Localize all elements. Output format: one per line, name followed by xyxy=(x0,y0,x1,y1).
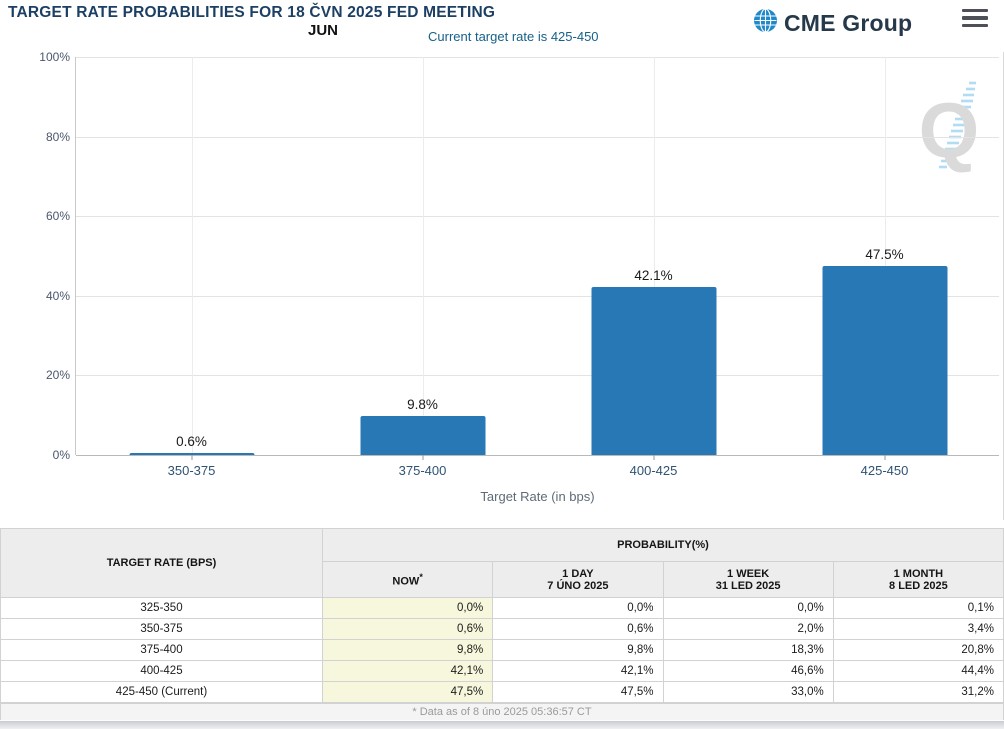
table-row: 425-450 (Current) 47,5% 47,5% 33,0% 31,2… xyxy=(0,681,1004,703)
now-cell: 42,1% xyxy=(321,660,494,682)
month-cell: 3,4% xyxy=(832,618,1004,640)
x-tick-mark xyxy=(884,455,885,460)
col-header-1month: 1 MONTH 8 LED 2025 xyxy=(832,561,1004,598)
now-cell: 9,8% xyxy=(321,639,494,661)
y-tick-label: 0% xyxy=(52,448,70,462)
col-header-probability: PROBABILITY(%) xyxy=(322,528,1004,562)
table-row: 400-425 42,1% 42,1% 46,6% 44,4% xyxy=(0,660,1004,682)
col-header-1week: 1 WEEK 31 LED 2025 xyxy=(662,561,834,598)
bar-value-label: 0.6% xyxy=(176,433,207,449)
rate-cell: 425-450 (Current) xyxy=(0,681,323,703)
vertical-gridline xyxy=(884,57,886,455)
bottom-scrollbar-strip[interactable] xyxy=(0,720,1004,729)
data-footnote: * Data as of 8 úno 2025 05:36:57 CT xyxy=(0,701,1004,722)
header: TARGET RATE PROBABILITIES FOR 18 ČVN 202… xyxy=(0,0,1004,52)
probability-chart: Probability Target Rate (in bps) xyxy=(0,50,1004,520)
rate-cell: 400-425 xyxy=(0,660,323,682)
col-header-now: NOW* xyxy=(321,561,494,598)
quikstrike-watermark: Q xyxy=(911,75,991,180)
probability-bar-400-425[interactable] xyxy=(591,287,716,455)
week-cell: 18,3% xyxy=(662,639,834,661)
vertical-gridline xyxy=(653,57,655,455)
week-cell: 0,0% xyxy=(662,597,834,619)
y-tick-label: 40% xyxy=(45,288,70,303)
rate-cell: 325-350 xyxy=(0,597,323,619)
week-cell: 2,0% xyxy=(662,618,834,640)
now-cell: 0,6% xyxy=(321,618,494,640)
x-axis-title: Target Rate (in bps) xyxy=(480,489,595,504)
col-header-target-rate: TARGET RATE (BPS) xyxy=(0,528,323,598)
x-tick-mark xyxy=(191,455,192,460)
day-cell: 47,5% xyxy=(492,681,664,703)
x-axis-line xyxy=(76,455,999,456)
day-cell: 0,0% xyxy=(492,597,664,619)
day-cell: 42,1% xyxy=(492,660,664,682)
page-title: TARGET RATE PROBABILITIES FOR 18 ČVN 202… xyxy=(8,4,496,21)
plot-area: Target Rate (in bps) Q xyxy=(39,50,999,504)
gridline xyxy=(76,216,999,218)
svg-text:Q: Q xyxy=(919,86,980,174)
y-tick-label: 60% xyxy=(45,209,70,224)
rate-cell: 350-375 xyxy=(0,618,323,640)
gridline xyxy=(76,57,999,58)
gridline xyxy=(76,136,999,138)
month-cell: 0,1% xyxy=(832,597,1004,619)
logo-text: CME Group xyxy=(784,9,913,36)
table-row: 325-350 0,0% 0,0% 0,0% 0,1% xyxy=(0,597,1004,619)
bar-value-label: 42.1% xyxy=(634,268,673,284)
x-category-label: 425-450 xyxy=(860,463,909,478)
day-cell: 9,8% xyxy=(492,639,664,661)
bar-value-label: 47.5% xyxy=(865,246,904,262)
month-cell: 20,8% xyxy=(832,639,1004,661)
month-label: JUN xyxy=(308,22,339,39)
hamburger-menu-icon[interactable] xyxy=(962,9,988,27)
y-tick-label: 20% xyxy=(45,368,70,383)
now-cell: 47,5% xyxy=(321,681,494,703)
table-row: 375-400 9,8% 9,8% 18,3% 20,8% xyxy=(0,639,1004,661)
gridline xyxy=(76,295,999,297)
probability-bar-350-375[interactable] xyxy=(129,452,254,455)
probability-bar-425-450[interactable] xyxy=(822,265,947,455)
day-cell: 0,6% xyxy=(492,618,664,640)
cme-group-logo[interactable]: CME Group xyxy=(753,8,912,38)
gridline xyxy=(76,375,999,377)
now-cell: 0,0% xyxy=(321,597,494,619)
x-tick-mark xyxy=(422,455,423,460)
vertical-gridline xyxy=(422,57,424,455)
month-cell: 31,2% xyxy=(832,681,1004,703)
vertical-gridline xyxy=(191,57,193,455)
y-tick-label: 80% xyxy=(45,129,70,144)
week-cell: 33,0% xyxy=(662,681,834,703)
col-header-1day: 1 DAY 7 ÚNO 2025 xyxy=(492,561,664,598)
globe-icon xyxy=(753,8,778,38)
y-tick-label: 100% xyxy=(39,50,70,64)
current-rate-note: Current target rate is 425-450 xyxy=(428,29,599,44)
month-cell: 44,4% xyxy=(832,660,1004,682)
x-category-label: 350-375 xyxy=(167,463,216,478)
rate-cell: 375-400 xyxy=(0,639,323,661)
x-category-label: 400-425 xyxy=(629,463,678,478)
probability-bar-375-400[interactable] xyxy=(360,416,485,455)
x-category-label: 375-400 xyxy=(398,463,447,478)
table-row: 350-375 0,6% 0,6% 2,0% 3,4% xyxy=(0,618,1004,640)
probability-table: TARGET RATE (BPS) PROBABILITY(%) NOW* 1 … xyxy=(0,528,1004,722)
week-cell: 46,6% xyxy=(662,660,834,682)
bar-value-label: 9.8% xyxy=(407,396,438,412)
x-tick-mark xyxy=(653,455,654,460)
